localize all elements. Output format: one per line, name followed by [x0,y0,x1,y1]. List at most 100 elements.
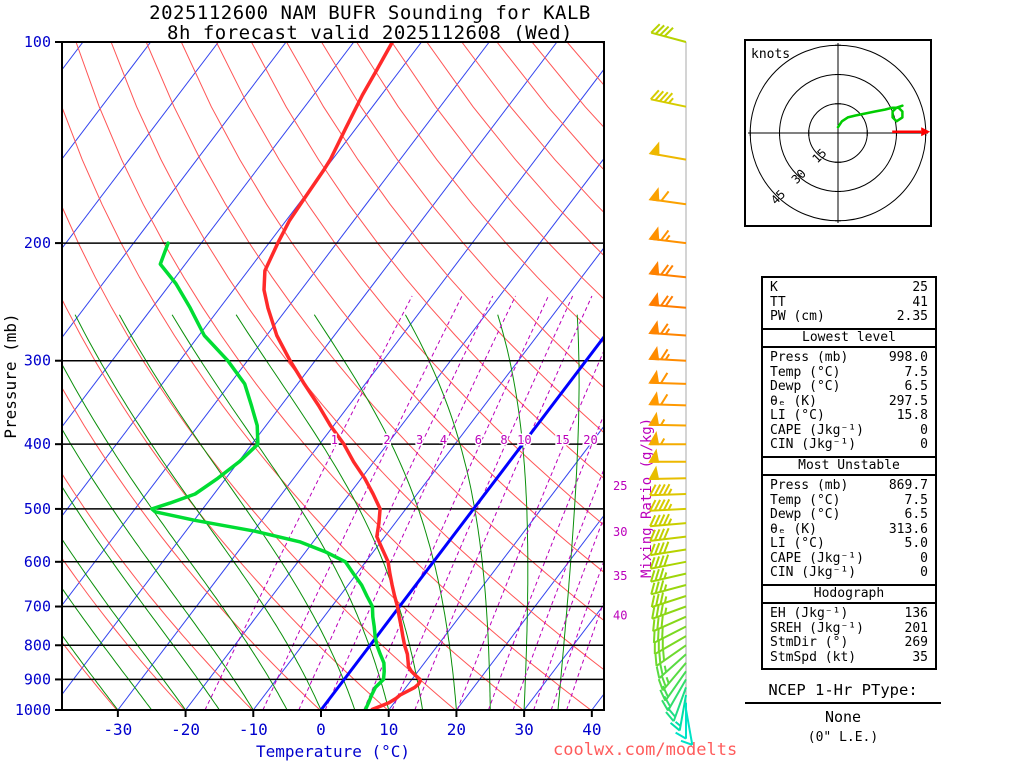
stats-value: 201 [904,620,928,636]
wind-barb [648,411,687,427]
moist-adiabat-20 [313,314,457,710]
mixing-ratio-line-2 [262,295,463,710]
moist-adiabat--5 [62,363,288,710]
dewpoint-curve [150,241,386,710]
moist-adiabat-30 [497,314,529,710]
dry-adiabat-263 [62,472,254,710]
mixing-ratio-label-40: 40 [613,609,627,623]
wind-barb [648,391,687,407]
mixing-ratio-line-35 [550,559,604,710]
mixing-ratio-label-8: 8 [500,433,507,447]
stats-row: SREH (Jkg⁻¹) 201 [763,620,935,637]
stats-row: Press (mb) 998.0 [763,350,935,366]
mixing-ratio-line-6 [363,295,549,710]
isotherm--100 [62,42,152,160]
moist-adiabat--10 [62,428,254,710]
isotherm--50 [62,42,490,606]
stats-row: θₑ (K) 297.5 [763,393,935,410]
stats-label: Press (mb) [770,478,849,493]
stats-value: 297.5 [888,393,928,409]
sounding-profiles [150,42,422,710]
dry-adiabat-363 [250,42,604,480]
stats-value: 313.6 [888,521,928,537]
isotherm--40 [62,42,558,696]
pressure-tick-label-600: 600 [24,553,51,571]
wind-barb [661,678,687,712]
pressure-tick-label-500: 500 [24,500,51,518]
hodograph-trace [836,104,904,129]
stats-label: EH (Jkg⁻¹) [770,606,849,621]
stats-value: 869.7 [888,478,928,493]
temperature-tick-label--20: -20 [171,720,200,739]
wind-barb [650,23,687,43]
chart-title-line2: 8h forecast valid 2025112608 (Wed) [167,22,573,44]
stats-label: SREH (Jkg⁻¹) [770,620,864,636]
temperature-tick-label-0: 0 [316,720,326,739]
stats-value: 0 [920,422,928,438]
temperature-curve [262,42,422,710]
dry-adiabat-313 [75,42,592,710]
wind-barb [648,261,687,279]
mixing-ratio-label-15: 15 [555,433,569,447]
mixing-ratio-label-1: 1 [331,433,338,447]
moist-adiabat-5 [118,314,356,710]
moist-adiabat--30 [62,634,119,710]
dry-adiabat-303 [62,105,524,710]
wind-barb [649,567,687,583]
ptype-block: NCEP 1-Hr PType: None (0" L.E.) [745,681,941,745]
wind-barb [654,644,687,667]
stats-row: StmDir (°) 269 [763,635,935,651]
dry-adiabat-243 [62,641,118,710]
mixing-ratio-label-4: 4 [440,433,447,447]
wind-barb [648,320,687,337]
mixing-ratio-label-10: 10 [517,433,531,447]
temperature-tick-label-40: 40 [582,720,601,739]
stats-label: Temp (°C) [770,492,841,508]
wind-barb [649,498,687,512]
mixing-ratio-line-25 [512,467,604,710]
pressure-tick-label-900: 900 [24,670,51,688]
wind-barb [648,465,687,481]
stats-value: 998.0 [888,350,928,365]
stats-row: StmSpd (kt) 35 [763,650,935,666]
stats-value: 6.5 [904,507,928,522]
stats-label: CIN (Jkg⁻¹) [770,565,857,580]
moist-adiabat-0 [74,314,322,710]
plot-border [61,41,605,711]
isotherm--10 [252,246,604,710]
mixing-ratio-line-30 [533,516,604,710]
watermark: coolwx.com/modelts [553,740,738,760]
dry-adiabat-423 [461,42,604,214]
wind-barb [650,592,687,609]
stats-value: 5.0 [904,536,928,551]
dry-adiabat-383 [321,42,604,389]
dry-adiabat-253 [62,557,186,710]
isotherm-0 [319,334,604,710]
stats-label: Temp (°C) [770,364,841,380]
isotherm--70 [62,42,355,428]
stats-label: TT [770,294,786,310]
wind-barb [657,662,687,692]
temperature-tick-label-10: 10 [379,720,398,739]
pressure-tick-label-800: 800 [24,636,51,654]
moist-adiabat-35 [557,314,580,710]
stats-row: CAPE (Jkg⁻¹) 0 [763,551,935,567]
temperature-tick-label-20: 20 [447,720,466,739]
mixing-ratio-line-1 [204,295,413,710]
stats-value: 0 [920,565,928,580]
stats-section-title: Lowest level [763,327,935,348]
isotherm-lines [62,42,604,710]
wind-barb [650,580,687,596]
mixing-ratio-lines [204,295,604,710]
stats-label: θₑ (K) [770,521,817,537]
stats-row: CAPE (Jkg⁻¹) 0 [763,422,935,439]
wind-barb [680,709,694,746]
stats-value: 0 [920,437,928,452]
moist-adiabat-25 [404,314,491,710]
stats-row: Dewp (°C) 6.5 [763,379,935,395]
stats-row: CIN (Jkg⁻¹) 0 [763,437,935,453]
moist-adiabat-15 [235,314,424,710]
